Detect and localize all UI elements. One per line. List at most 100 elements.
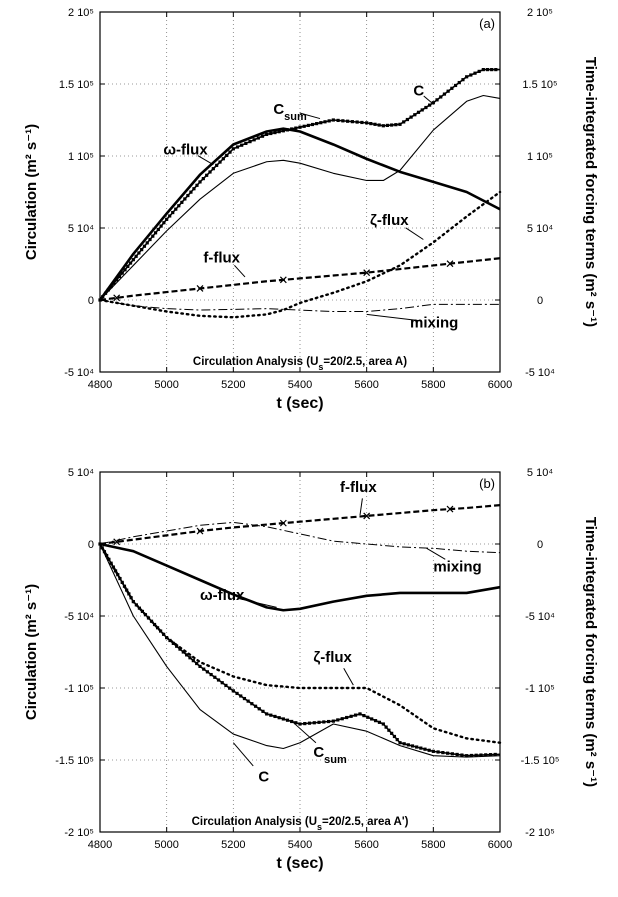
- series-marker-Csum: [165, 217, 169, 221]
- y-tick-label-right: 1 10⁵: [527, 151, 553, 163]
- series-marker-Csum: [331, 118, 335, 122]
- series-marker-f: [113, 294, 121, 302]
- series-label-text: ω-flux: [163, 142, 208, 159]
- x-tick-label: 5400: [288, 379, 312, 391]
- y-tick-label-right: -2 10⁵: [525, 827, 555, 839]
- series-marker-Csum: [307, 721, 312, 725]
- series-marker-Csum: [303, 721, 307, 726]
- series-line-C: [99, 94, 501, 301]
- series-label: C: [413, 83, 424, 100]
- series-marker-Csum: [431, 101, 435, 105]
- caption-tail: =20/2.5, area A): [323, 356, 407, 368]
- series-line-omega: [99, 542, 501, 612]
- series-label-text: ζ-flux: [313, 649, 352, 666]
- series-marker-Csum: [168, 214, 172, 218]
- series-marker-Csum: [398, 122, 402, 126]
- series-marker-Csum: [123, 268, 127, 272]
- series-marker-Csum: [346, 119, 350, 123]
- series-marker-Csum: [431, 749, 435, 753]
- series-marker-Csum: [416, 110, 421, 114]
- series-marker-Csum: [435, 98, 439, 102]
- series-marker-Csum: [281, 129, 285, 133]
- series-marker-Csum: [392, 734, 397, 739]
- series-marker-Csum: [211, 167, 215, 171]
- series-marker-Csum: [461, 78, 465, 82]
- series-marker-Csum: [442, 92, 447, 96]
- series-marker-Csum: [228, 686, 232, 690]
- y-tick-label-right: -5 10⁴: [525, 611, 555, 623]
- series-marker-Csum: [140, 609, 145, 614]
- panel-a: 4800 5000 5200 5400 5600 5800 6000 -5 10⁴ -5 10⁴…: [23, 7, 599, 412]
- series-marker-Csum: [341, 119, 345, 123]
- series-marker-Csum: [465, 754, 469, 758]
- panel-b: 4800 5000 5200 5400 5600 5800 6000 -2 10⁵ -2 10⁵…: [23, 467, 599, 872]
- series-marker-Csum: [128, 261, 133, 265]
- series-marker-Csum: [294, 721, 298, 725]
- series-line-zeta: [98, 542, 502, 744]
- series-marker-Csum: [221, 157, 225, 161]
- series-marker-Csum: [450, 86, 454, 90]
- series-marker-Csum: [244, 141, 248, 145]
- x-tick-label: 5800: [421, 379, 445, 391]
- series-marker-Csum: [277, 130, 281, 134]
- series-marker-Csum: [455, 752, 459, 757]
- series-marker-Csum: [424, 105, 428, 110]
- series-marker-Csum: [265, 712, 269, 716]
- series-marker-Csum: [228, 150, 232, 154]
- series-line-C: [99, 543, 501, 758]
- series-marker-Csum: [113, 569, 118, 573]
- y-tick-label-left: 5 10⁴: [68, 467, 94, 479]
- y-tick-label-left: -5 10⁴: [64, 611, 94, 623]
- series-marker-Csum: [142, 244, 147, 248]
- y-tick-label-right: 2 10⁵: [527, 7, 553, 19]
- label-leader-line: [426, 547, 446, 560]
- series-marker-Csum: [273, 714, 277, 719]
- series-marker-Csum: [373, 719, 378, 723]
- label-leader-line: [366, 313, 421, 322]
- series-marker-Csum: [406, 743, 410, 747]
- x-tick-label: 6000: [488, 839, 512, 851]
- series-marker-Csum: [484, 753, 488, 757]
- series-marker-Csum: [198, 180, 202, 184]
- label-leader-line: [343, 668, 354, 686]
- series-marker-Csum: [224, 683, 228, 688]
- x-tick-label: 4800: [88, 379, 112, 391]
- series-marker-Csum: [120, 271, 124, 275]
- series-marker-Csum: [479, 753, 483, 757]
- series-marker-Csum: [250, 702, 254, 706]
- series-marker-Csum: [340, 717, 344, 721]
- series-label-text: C: [258, 769, 269, 786]
- series-marker-Csum: [177, 204, 181, 208]
- series-marker-Csum: [186, 193, 190, 198]
- series-marker-Csum: [326, 719, 331, 724]
- series-group: [98, 68, 502, 319]
- series-marker-Csum: [402, 120, 406, 124]
- series-marker-f: [196, 285, 204, 292]
- series-marker-Csum: [188, 656, 192, 660]
- series-marker-Csum: [201, 177, 205, 181]
- series-marker-Csum: [171, 641, 175, 645]
- series-marker-Csum: [336, 718, 340, 722]
- series-marker-Csum: [156, 227, 160, 232]
- series-marker-Csum: [446, 89, 450, 93]
- series-marker-Csum: [171, 210, 175, 215]
- series-marker-Csum: [312, 721, 316, 725]
- series-marker-Csum: [315, 122, 319, 126]
- series-marker-Csum: [189, 190, 193, 194]
- y-tick-label-left: -5 10⁴: [64, 367, 94, 379]
- series-marker-Csum: [365, 121, 369, 125]
- series-marker-Csum: [281, 717, 285, 721]
- series-label: ζ-flux: [370, 212, 409, 229]
- series-marker-Csum: [240, 143, 244, 147]
- x-axis-title: t (sec): [276, 395, 323, 412]
- series-marker-Csum: [248, 140, 252, 144]
- series-marker-Csum: [310, 122, 315, 127]
- series-marker-Csum: [413, 113, 417, 117]
- series-marker-Csum: [153, 231, 158, 235]
- label-leader-line: [232, 742, 254, 767]
- series-marker-Csum: [137, 251, 141, 255]
- series-marker-Csum: [298, 722, 302, 726]
- series-marker-Csum: [202, 667, 206, 671]
- panel-caption: Circulation Analysis (Us=20/2.5, area A): [193, 356, 407, 372]
